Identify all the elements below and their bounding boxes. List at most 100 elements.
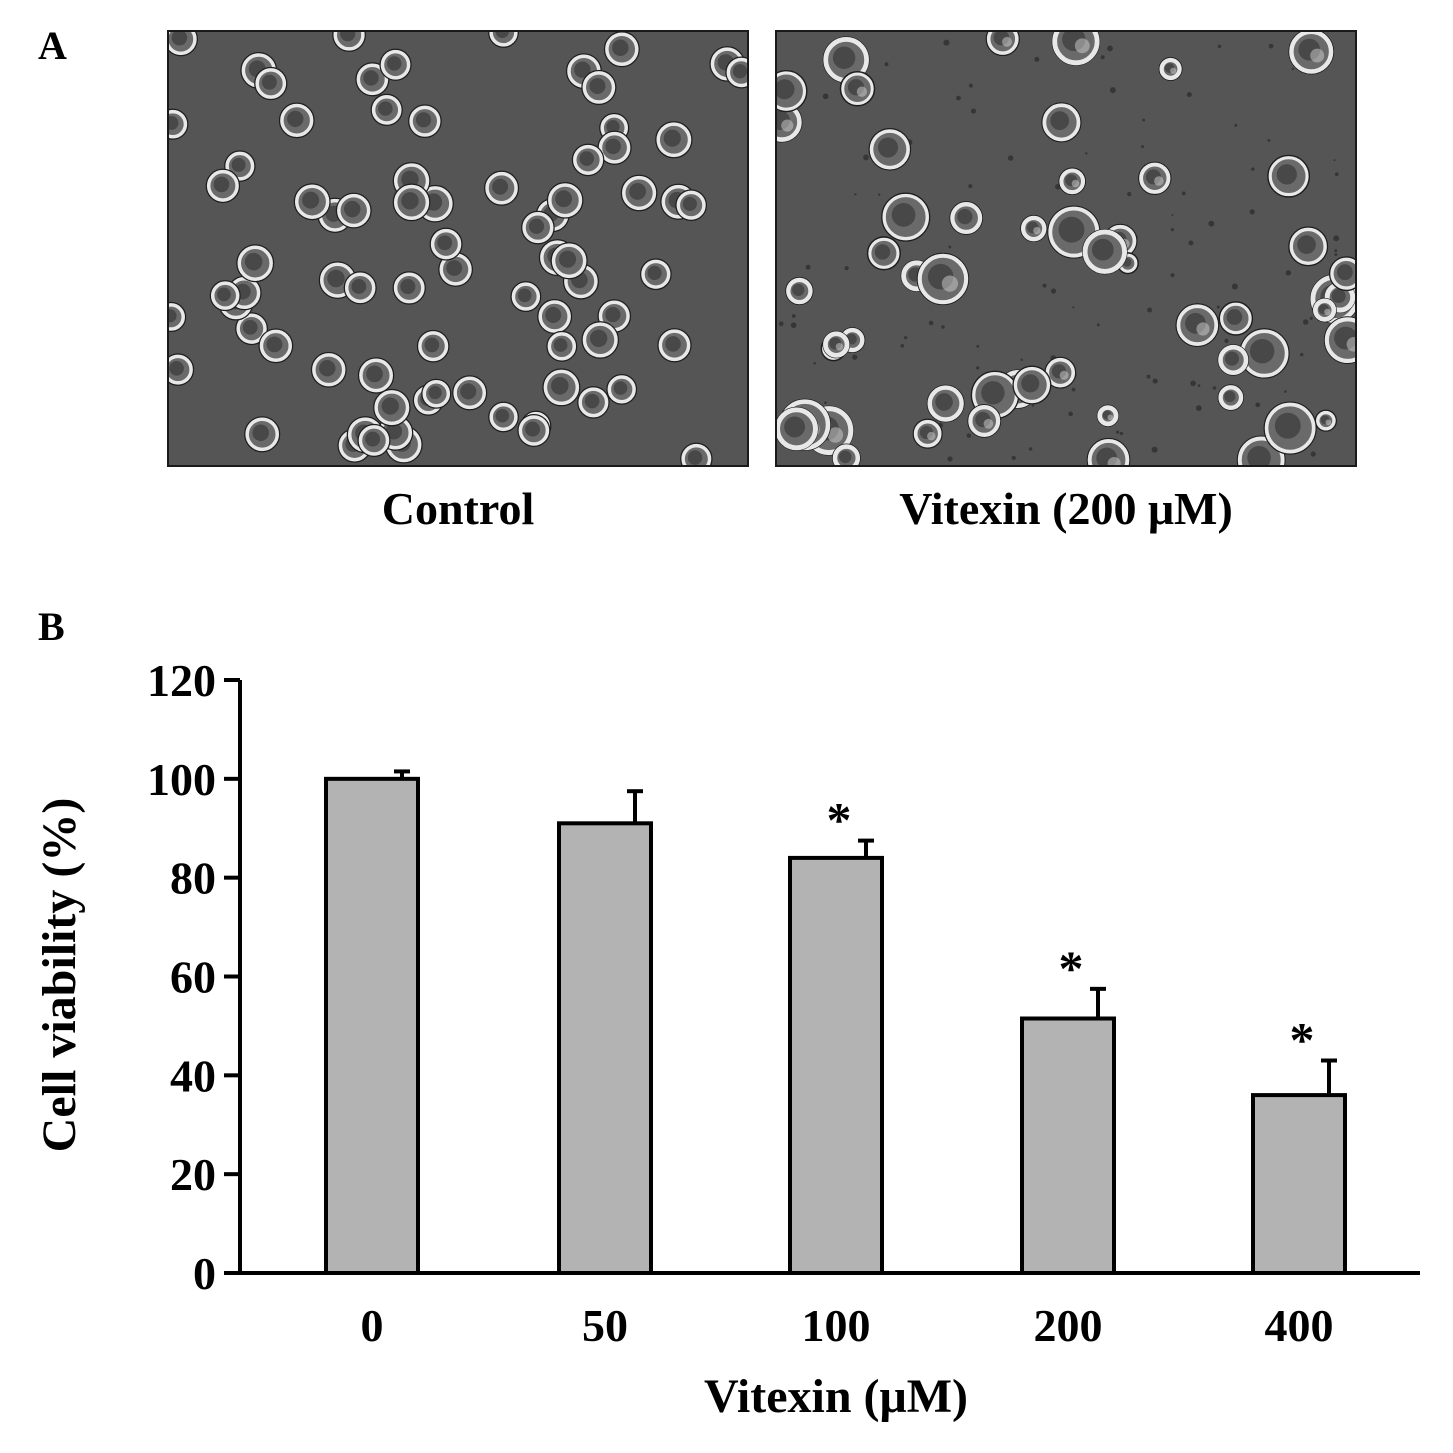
- cell: [1082, 228, 1128, 275]
- cell: [1044, 356, 1077, 389]
- cell: [244, 416, 281, 453]
- cell: [510, 281, 542, 313]
- cell: [985, 32, 1020, 57]
- y-tick-label: 120: [147, 655, 216, 706]
- cell: [542, 368, 581, 407]
- cell: [926, 384, 965, 423]
- y-tick-label: 60: [170, 952, 216, 1003]
- cell: [278, 102, 315, 139]
- cell: [1158, 57, 1183, 81]
- cell: [357, 423, 391, 457]
- cell: [1263, 401, 1317, 455]
- y-axis-title: Cell viability (%): [33, 798, 86, 1153]
- cell: [1096, 404, 1120, 427]
- x-axis-title: Vitexin (μM): [704, 1370, 968, 1423]
- cell: [822, 36, 870, 84]
- cell: [881, 192, 931, 242]
- cell: [546, 330, 578, 362]
- cell: [912, 418, 943, 449]
- cell: [205, 168, 241, 204]
- cell: [335, 192, 372, 229]
- cell: [546, 181, 584, 219]
- bar-200: [1020, 1016, 1116, 1275]
- cell: [379, 48, 412, 81]
- bar-400: [1251, 1093, 1347, 1275]
- x-tick-label: 0: [361, 1300, 384, 1351]
- cell: [392, 271, 426, 305]
- cell: [657, 328, 692, 363]
- cell: [258, 328, 294, 364]
- cell: [916, 252, 970, 306]
- cell: [355, 62, 390, 97]
- cell: [1175, 303, 1220, 348]
- cell: [949, 201, 984, 235]
- cell: [1239, 328, 1290, 379]
- bar-0: [324, 776, 420, 1275]
- cell: [1312, 297, 1337, 323]
- cell: [1012, 365, 1052, 405]
- caption-vitexin: Vitexin (200 μM): [899, 483, 1233, 534]
- cell: [1323, 316, 1355, 364]
- cell: [1217, 384, 1245, 411]
- cell: [822, 330, 851, 359]
- cell: [577, 386, 610, 419]
- cell: [620, 174, 658, 212]
- cell: [550, 242, 588, 280]
- x-tick-label: 100: [802, 1300, 871, 1351]
- cell: [343, 271, 377, 305]
- x-tick-label: 200: [1034, 1300, 1103, 1351]
- y-tick-label: 40: [170, 1050, 216, 1101]
- cell: [680, 442, 713, 465]
- cell: [777, 406, 819, 451]
- significance-marker: *: [827, 792, 852, 848]
- cell: [1041, 102, 1082, 143]
- cell: [1218, 301, 1254, 336]
- x-tick-label: 400: [1265, 1300, 1334, 1351]
- cell: [967, 404, 1002, 438]
- cell: [581, 69, 617, 106]
- cell: [452, 375, 488, 411]
- cell: [1086, 437, 1131, 465]
- cell: [169, 353, 195, 386]
- cell: [1267, 154, 1311, 198]
- cell: [606, 373, 638, 405]
- cell: [521, 210, 555, 245]
- cell: [169, 32, 198, 57]
- significance-marker: *: [1059, 940, 1084, 996]
- cell: [408, 104, 442, 139]
- cell: [429, 227, 463, 261]
- cell: [839, 70, 876, 107]
- caption-control: Control: [381, 483, 535, 534]
- cell: [1288, 226, 1329, 267]
- cell: [517, 413, 551, 448]
- cell: [1314, 409, 1338, 432]
- cell: [1058, 167, 1087, 196]
- cell: [581, 321, 620, 359]
- bar-50: [557, 821, 653, 1276]
- y-tick-label: 100: [147, 754, 216, 805]
- cell: [571, 143, 605, 177]
- cell: [373, 388, 411, 427]
- cell: [370, 93, 403, 127]
- cell: [235, 312, 268, 346]
- cell: [169, 301, 187, 333]
- cell: [831, 443, 861, 465]
- cell: [655, 121, 693, 159]
- cell: [603, 32, 640, 68]
- cell: [777, 69, 808, 113]
- cell: [416, 329, 450, 363]
- y-tick-label: 20: [170, 1149, 216, 1200]
- cell: [1288, 32, 1335, 75]
- panel-label-a: A: [38, 23, 67, 68]
- panel-label-b: B: [38, 604, 65, 649]
- cell: [725, 56, 747, 89]
- cell: [1020, 214, 1048, 243]
- cell: [169, 108, 189, 140]
- y-tick-label: 80: [170, 853, 216, 904]
- micrograph-control: [167, 30, 749, 467]
- cell: [392, 183, 431, 222]
- cell: [484, 170, 520, 206]
- cell: [310, 351, 347, 388]
- cell: [209, 280, 241, 312]
- significance-marker: *: [1290, 1012, 1315, 1068]
